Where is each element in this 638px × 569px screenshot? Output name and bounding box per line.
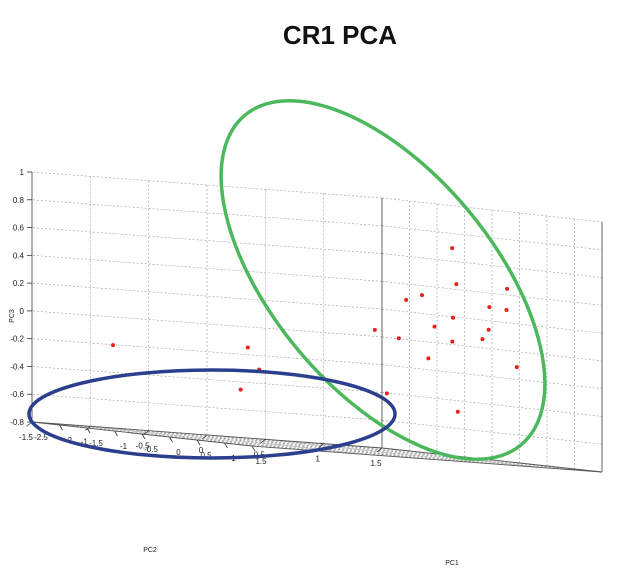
x-tick-label: 0.5 [200, 451, 212, 460]
data-points [111, 246, 519, 414]
data-point [487, 305, 492, 310]
x-tick-label: -0.5 [144, 445, 158, 454]
data-point [486, 327, 491, 332]
floor-gridline [114, 430, 465, 458]
data-point [454, 282, 459, 287]
chart-title: CR1 PCA [283, 20, 397, 50]
x-tick-label: -2.5 [34, 433, 48, 442]
annotation-ellipses [27, 99, 547, 461]
data-point [455, 409, 460, 414]
floor-gridline [323, 443, 544, 468]
x-tick-label: 1.5 [255, 457, 267, 466]
x-axis-label: PC1 [445, 560, 459, 567]
side-wall-gridline [31, 338, 383, 365]
data-point [432, 324, 437, 329]
z-tick-label: -0.6 [10, 390, 24, 399]
data-point [451, 315, 455, 320]
z-tick-label: 1 [20, 168, 25, 177]
y-tick-mark [85, 426, 91, 431]
data-point [450, 339, 455, 344]
z-tick-label: -0.2 [10, 335, 24, 344]
data-point [396, 336, 401, 341]
y-tick-label: 1.5 [370, 459, 382, 468]
data-point [426, 356, 431, 361]
blue-cluster-ellipse [27, 368, 397, 460]
y-tick-label: -0.5 [136, 442, 150, 451]
x-tick-mark [196, 439, 201, 446]
floor-gridline [90, 426, 311, 451]
floor-gridline [169, 436, 520, 464]
x-tick-label: -1 [120, 442, 128, 451]
y-tick-label: -1.5 [19, 433, 33, 442]
back-wall-gridline [381, 392, 603, 417]
y-tick-mark [318, 443, 324, 448]
back-wall-gridline [381, 197, 603, 223]
back-wall-gridline [381, 225, 603, 251]
data-point [504, 308, 509, 313]
x-tick-label: 0 [176, 448, 181, 457]
z-tick-label: 0.8 [13, 196, 25, 205]
y-tick-mark [201, 434, 208, 440]
floor-gridline [206, 434, 428, 460]
side-wall-gridline [31, 199, 383, 227]
data-point [111, 343, 115, 348]
data-point [245, 345, 250, 350]
y-tick-mark [143, 430, 149, 435]
data-point [420, 293, 424, 298]
green-cluster-ellipse [219, 99, 547, 461]
back-wall-gridline [381, 281, 603, 306]
y-tick-label: 0 [199, 446, 204, 455]
back-wall-gridline [381, 419, 603, 445]
y-tick-label: -1 [81, 437, 89, 446]
y-axis-label: PC2 [143, 547, 157, 554]
z-tick-label: 0.6 [13, 224, 25, 233]
data-point [505, 286, 510, 291]
z-tick-label: 0 [20, 307, 25, 316]
floor-gridline [265, 439, 486, 464]
y-tick-label: 1 [315, 455, 320, 464]
x-tick-mark [169, 436, 173, 443]
side-wall-gridline [31, 366, 383, 393]
y-tick-mark [260, 439, 266, 444]
z-tick-label: -0.8 [10, 418, 24, 427]
data-point [238, 387, 243, 392]
x-tick-mark [251, 445, 256, 452]
data-point [450, 246, 455, 251]
x-tick-mark [114, 430, 118, 437]
floor-gridline [86, 427, 438, 455]
data-point [480, 337, 485, 342]
x-tick-label: -1.5 [89, 439, 103, 448]
floor-gridline [59, 424, 410, 452]
back-wall-gridline [381, 336, 603, 362]
x-tick-mark [141, 433, 146, 440]
y-tick-mark [376, 447, 383, 453]
x-tick-mark [59, 424, 63, 431]
side-wall-gridline [31, 393, 383, 421]
back-wall-gridline [381, 308, 603, 334]
z-axis-label: PC3 [9, 309, 16, 323]
side-wall-gridline [31, 255, 383, 282]
side-wall-gridline [31, 310, 383, 338]
z-tick-label: 0.4 [13, 251, 25, 260]
back-wall-gridline [381, 253, 603, 278]
data-point [372, 327, 377, 332]
tick-labels: -2.5 -2 -1.5 -1 -0.5 0 0.5 1 1.5-1.5 -1 -0.5 0 0.5 1 1… [10, 168, 382, 468]
y-tick-label: 0.5 [254, 450, 266, 459]
data-point [514, 365, 519, 370]
back-wall-gridline [381, 364, 603, 389]
side-wall-gridline [31, 171, 383, 199]
floor-gridline [148, 430, 369, 455]
data-point [404, 297, 409, 302]
side-wall-gridline [31, 282, 383, 310]
floor-edge [381, 447, 603, 473]
data-point [384, 391, 389, 396]
axes-grid [26, 171, 603, 473]
x-tick-mark [224, 442, 228, 449]
side-wall-gridline [31, 227, 383, 254]
z-tick-label: -0.4 [10, 362, 24, 371]
floor-gridline [141, 433, 493, 461]
z-tick-label: 0.2 [13, 279, 25, 288]
